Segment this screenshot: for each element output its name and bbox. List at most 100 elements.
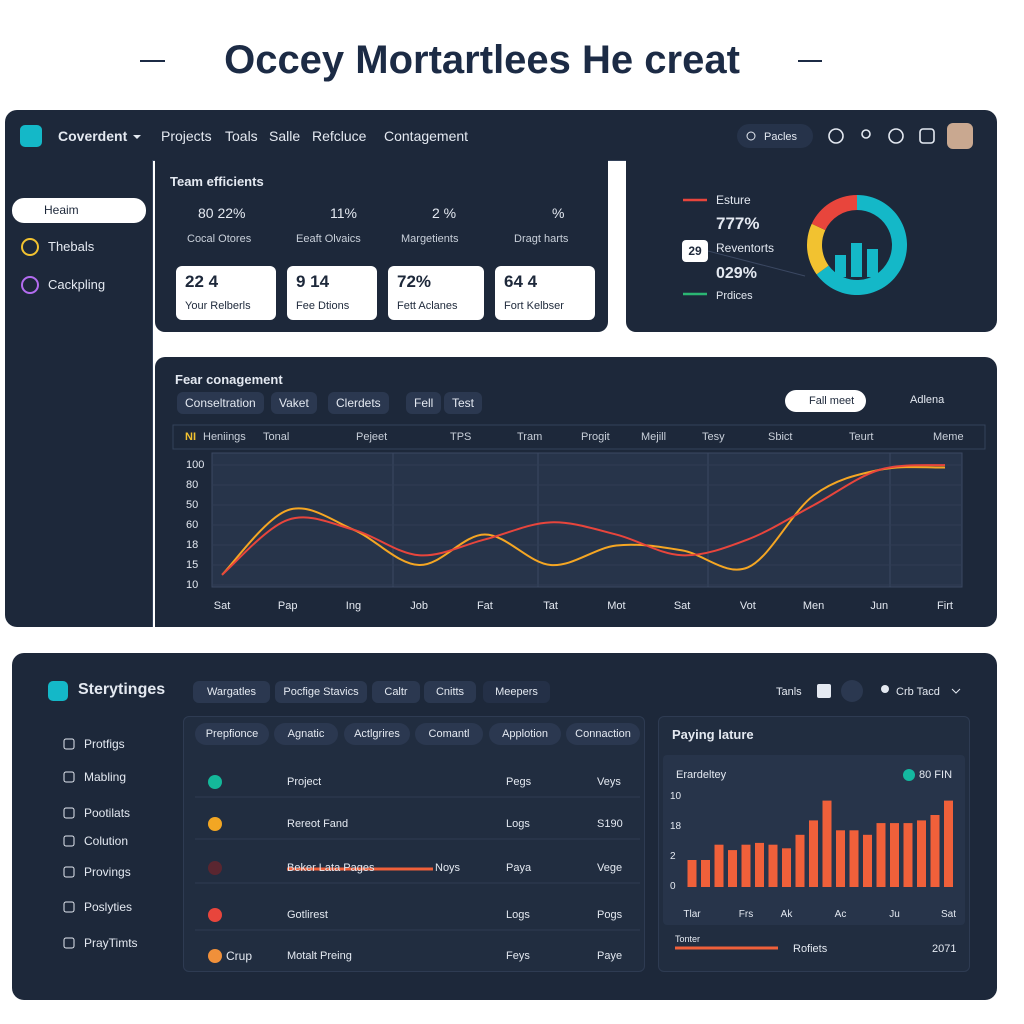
x-label: Ak (780, 909, 793, 920)
footer-label: Rofiets (793, 943, 828, 955)
tab[interactable]: Pocfige Stavics (275, 681, 367, 703)
y-label: 0 (670, 881, 676, 892)
nav-item[interactable]: Salle (269, 128, 301, 144)
chip[interactable]: Actlgrires (344, 723, 410, 745)
legend-dot (903, 769, 915, 781)
bar (687, 860, 697, 887)
side-item[interactable]: Protfigs (84, 737, 125, 751)
card-label: Your Relberls (185, 300, 251, 312)
nav-item[interactable]: Toals (225, 128, 258, 144)
tool-icon[interactable] (817, 684, 831, 698)
location[interactable]: Crb Tacd (896, 686, 940, 698)
search-text[interactable]: Pacles (764, 131, 798, 143)
nav-icon[interactable] (888, 128, 904, 144)
x-label: Sat (673, 600, 691, 612)
avatar[interactable] (947, 123, 973, 149)
chip[interactable]: Connaction (566, 723, 640, 745)
bar (930, 815, 940, 887)
x-label: Mot (607, 600, 626, 612)
footer-label: 2071 (932, 943, 957, 955)
bar (917, 820, 926, 887)
stat-value: % (552, 205, 565, 221)
side-item[interactable]: Pootilats (84, 806, 131, 820)
nav-item[interactable]: Projects (161, 128, 212, 144)
column-header: Mejill (641, 431, 667, 443)
x-label: Ju (889, 909, 900, 920)
side-item[interactable]: Provings (84, 865, 131, 879)
tab[interactable]: Cnitts (424, 681, 476, 703)
row-cell: Pegs (506, 776, 532, 788)
chart-subtitle: Erardeltey (676, 769, 727, 781)
badge-box (682, 240, 708, 262)
x-label: Vot (739, 600, 756, 612)
panel-title: Fear conagement (175, 372, 283, 387)
side-icon (63, 771, 75, 783)
column-header-box (172, 424, 986, 450)
y-label: 10 (670, 791, 682, 802)
brand[interactable]: Coverdent (58, 128, 128, 144)
row-tag: Noys (435, 862, 461, 874)
row-name: Beker Lata Pages (287, 862, 375, 874)
column-header: Sbict (768, 431, 793, 443)
nav-icon[interactable] (861, 129, 871, 139)
card-value: 64 4 (504, 272, 538, 291)
y-label: 15 (186, 559, 199, 571)
side-item[interactable]: PrayTimts (84, 936, 138, 950)
row-cell: Pogs (597, 909, 623, 921)
nav-item[interactable]: Refcluce (312, 128, 367, 144)
chip[interactable]: Applotion (489, 723, 561, 745)
side-item[interactable]: Cackpling (48, 277, 106, 292)
side-item[interactable]: Poslyties (84, 900, 133, 914)
x-label: Tat (543, 600, 558, 612)
legend-value: 029% (716, 265, 757, 282)
y-label: 18 (186, 539, 199, 551)
search-box[interactable] (737, 124, 813, 148)
tab[interactable]: Meepers (483, 681, 550, 703)
chip[interactable]: Prepfionce (195, 723, 269, 745)
side-icon (63, 866, 75, 878)
tab[interactable]: Caltr (372, 681, 420, 703)
side-item[interactable]: Mabling (84, 770, 127, 784)
tool-icon[interactable] (841, 680, 863, 702)
tab[interactable]: Test (444, 392, 483, 414)
brand-icon (20, 125, 42, 147)
x-label: Ac (834, 909, 847, 920)
side-icon (21, 276, 39, 294)
row-cell: Logs (506, 909, 530, 921)
y-label: 80 (186, 479, 199, 491)
bar (822, 800, 832, 887)
dropdown[interactable]: Adlena (910, 394, 945, 406)
tab[interactable]: Clerdets (328, 392, 389, 414)
side-item[interactable]: Colution (84, 834, 129, 848)
card-value: 9 14 (296, 272, 330, 291)
tab[interactable]: Wargatles (193, 681, 270, 703)
tab[interactable]: Conseltration (177, 392, 264, 414)
tab[interactable]: Vaket (271, 392, 317, 414)
column-header: Progit (581, 431, 610, 443)
legend-label: 80 FIN (919, 769, 953, 781)
tab[interactable]: Fell (406, 392, 442, 414)
nav-item[interactable]: Contagement (384, 128, 469, 144)
x-label: Pap (277, 600, 298, 612)
chip[interactable]: Comantl (415, 723, 483, 745)
pin-icon (881, 685, 889, 693)
column-header: Heniings (203, 431, 246, 443)
nav-icon[interactable] (919, 128, 935, 144)
side-item[interactable]: Thebals (48, 239, 95, 254)
row-name: Motalt Preing (287, 950, 352, 962)
x-label: Firt (937, 600, 953, 612)
legend-value: 777% (716, 214, 760, 233)
x-label: Tlar (683, 909, 701, 920)
donut-deco (851, 243, 862, 277)
bar (755, 842, 764, 887)
side-item[interactable]: Heaim (12, 198, 146, 223)
bar (890, 823, 899, 887)
row-cell: S190 (597, 818, 623, 830)
nav-icon[interactable] (828, 128, 844, 144)
stat-label: Margetients (401, 233, 459, 245)
chip[interactable]: Agnatic (274, 723, 338, 745)
button[interactable]: Fall meet (785, 390, 867, 412)
footer-label: Tonter (675, 934, 701, 944)
side-icon (63, 807, 75, 819)
y-label: 50 (186, 499, 199, 511)
